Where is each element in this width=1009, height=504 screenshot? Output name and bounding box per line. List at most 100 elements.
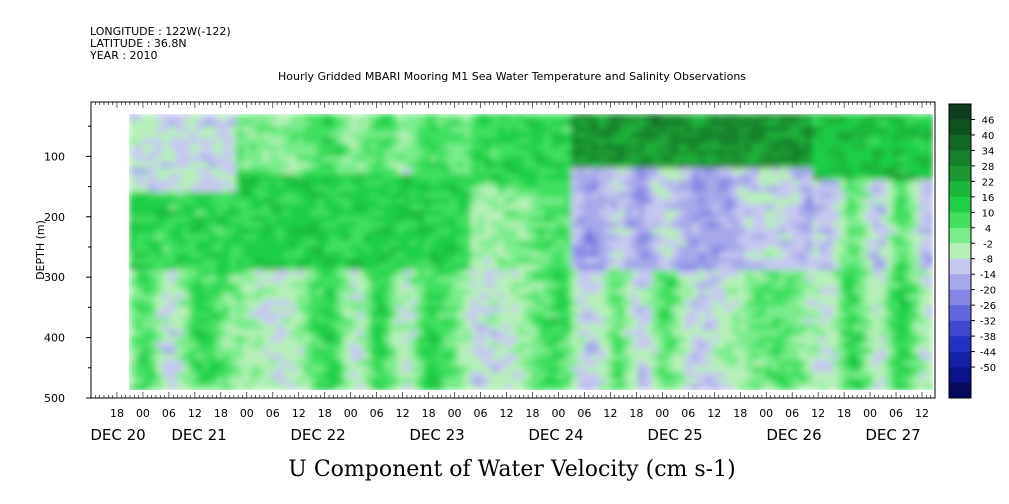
heatmap-cell: [470, 240, 478, 247]
heatmap-cell: [792, 258, 800, 265]
heatmap-cell: [222, 246, 231, 253]
heatmap-cell: [242, 330, 251, 337]
heatmap-cell: [839, 204, 847, 211]
heatmap-cell: [397, 300, 405, 307]
heatmap-cell: [852, 156, 860, 163]
heatmap-cell: [758, 156, 767, 163]
heatmap-cell: [343, 186, 351, 193]
heatmap-cell: [222, 264, 231, 271]
heatmap-cell: [658, 384, 666, 390]
heatmap-cell: [484, 270, 492, 277]
heatmap-cell: [390, 210, 398, 217]
heatmap-cell: [323, 132, 331, 139]
heatmap-cell: [732, 378, 740, 385]
heatmap-cell: [162, 210, 170, 217]
heatmap-cell: [658, 228, 666, 235]
heatmap-cell: [283, 294, 291, 301]
heatmap-cell: [557, 180, 566, 187]
heatmap-cell: [470, 348, 478, 355]
heatmap-cell: [711, 210, 720, 217]
heatmap-cell: [671, 138, 679, 145]
heatmap-cell: [296, 216, 304, 223]
heatmap-cell: [671, 270, 679, 277]
heatmap-cell: [537, 306, 545, 313]
heatmap-cell: [202, 210, 210, 217]
heatmap-cell: [390, 144, 398, 151]
heatmap-cell: [631, 150, 639, 157]
heatmap-cell: [316, 264, 324, 271]
heatmap-cell: [785, 234, 793, 241]
heatmap-cell: [249, 336, 257, 343]
heatmap-cell: [725, 360, 733, 367]
heatmap-cell: [845, 120, 854, 127]
heatmap-cell: [832, 204, 840, 211]
heatmap-cell: [551, 186, 559, 193]
heatmap-cell: [685, 348, 693, 355]
heatmap-cell: [785, 354, 793, 361]
heatmap-cell: [142, 126, 150, 133]
heatmap-cell: [397, 372, 405, 379]
heatmap-cell: [149, 138, 157, 145]
heatmap-cell: [142, 384, 150, 390]
heatmap-cell: [792, 372, 800, 379]
heatmap-cell: [222, 162, 231, 169]
heatmap-cell: [752, 288, 760, 295]
heatmap-cell: [309, 174, 318, 181]
heatmap-cell: [263, 282, 271, 289]
heatmap-cell: [845, 378, 854, 385]
heatmap-cell: [658, 294, 666, 301]
heatmap-cell: [209, 186, 217, 193]
heatmap-cell: [611, 240, 619, 247]
heatmap-cell: [155, 360, 164, 367]
heatmap-cell: [785, 204, 793, 211]
heatmap-cell: [135, 384, 143, 390]
heatmap-cell: [423, 354, 432, 361]
heatmap-cell: [129, 264, 137, 271]
heatmap-cell: [283, 180, 291, 187]
heatmap-cell: [196, 342, 204, 349]
heatmap-cell: [484, 276, 492, 283]
heatmap-cell: [685, 204, 693, 211]
heatmap-cell: [470, 258, 478, 265]
heatmap-cell: [390, 288, 398, 295]
heatmap-cell: [135, 324, 143, 331]
heatmap-cell: [222, 348, 231, 355]
heatmap-cell: [155, 234, 164, 241]
heatmap-cell: [443, 336, 452, 343]
heatmap-cell: [336, 234, 344, 241]
heatmap-cell: [825, 216, 834, 223]
heatmap-cell: [149, 162, 157, 169]
heatmap-cell: [778, 348, 787, 355]
heatmap-cell: [845, 150, 854, 157]
heatmap-cell: [155, 384, 164, 390]
heatmap-cell: [805, 372, 813, 379]
heatmap-cell: [571, 330, 579, 337]
heatmap-cell: [718, 258, 726, 265]
heatmap-cell: [309, 168, 318, 175]
heatmap-cell: [490, 246, 499, 253]
heatmap-cell: [383, 126, 391, 133]
heatmap-cell: [819, 240, 827, 247]
heatmap-cell: [584, 330, 592, 337]
heatmap-cell: [417, 342, 425, 349]
heatmap-cell: [316, 378, 324, 385]
heatmap-cell: [497, 372, 505, 379]
heatmap-cell: [169, 204, 177, 211]
heatmap-cell: [323, 216, 331, 223]
heatmap-cell: [517, 384, 525, 390]
heatmap-cell: [517, 288, 525, 295]
heatmap-cell: [517, 270, 525, 277]
heatmap-cell: [557, 144, 566, 151]
heatmap-cell: [457, 222, 465, 229]
heatmap-cell: [470, 210, 478, 217]
heatmap-cell: [618, 264, 626, 271]
heatmap-cell: [169, 282, 177, 289]
heatmap-cell: [437, 282, 445, 289]
heatmap-cell: [705, 216, 713, 223]
heatmap-cell: [638, 252, 646, 259]
heatmap-cell: [819, 144, 827, 151]
heatmap-cell: [189, 306, 197, 313]
heatmap-cell: [189, 204, 197, 211]
heatmap-cell: [142, 264, 150, 271]
heatmap-cell: [202, 234, 210, 241]
